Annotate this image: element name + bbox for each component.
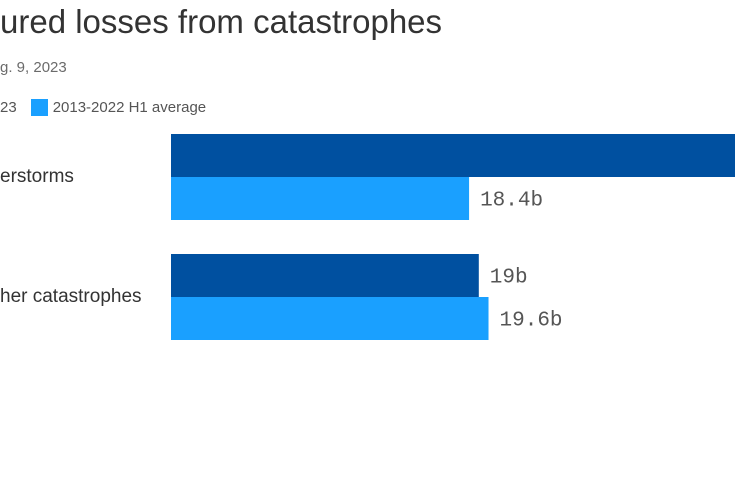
value-label-1-1: 19.6b	[500, 310, 563, 333]
legend-item-current: 23	[0, 99, 17, 116]
bar-0-1	[171, 177, 470, 220]
bar-0-0	[171, 134, 735, 177]
chart-subtitle: g. 9, 2023	[0, 59, 67, 76]
value-label-1-0: 19b	[490, 267, 528, 290]
chart-legend: 23 2013-2022 H1 average	[0, 96, 220, 118]
category-label-0: erstorms	[0, 166, 74, 187]
bar-1-0	[171, 254, 479, 297]
chart-title: ured losses from catastrophes	[0, 3, 443, 40]
legend-label-average: 2013-2022 H1 average	[52, 98, 207, 116]
legend-label-current: 23	[0, 98, 17, 116]
legend-swatch-average	[30, 98, 48, 116]
value-label-0-1: 18.4b	[480, 190, 543, 213]
category-label-1: her catastrophes	[0, 286, 142, 307]
legend-item-average: 2013-2022 H1 average	[30, 98, 207, 116]
bar-1-1	[171, 297, 489, 340]
